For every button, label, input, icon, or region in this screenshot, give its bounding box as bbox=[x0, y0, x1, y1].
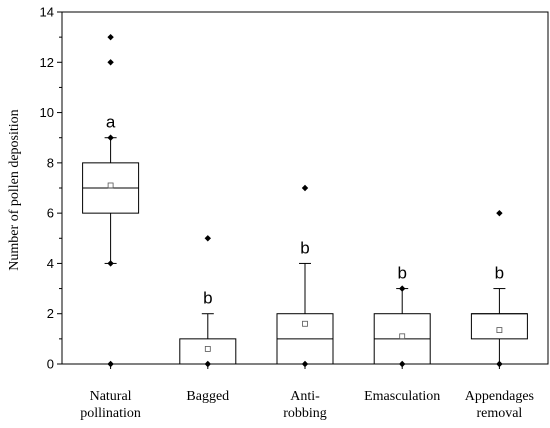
y-tick-label: 8 bbox=[47, 155, 54, 170]
outlier-point bbox=[107, 59, 114, 66]
outlier-point bbox=[399, 360, 406, 368]
outlier-point bbox=[204, 235, 211, 242]
x-category-label: Emasculation bbox=[364, 389, 440, 404]
plot-area: 0 2 4 6 8 10 12 14 a Natural pollination b Bagged b An… bbox=[40, 5, 549, 421]
y-tick-label: 14 bbox=[40, 5, 54, 20]
x-category-label: Bagged bbox=[186, 389, 229, 404]
x-category-label: Anti- bbox=[290, 389, 320, 404]
outlier-point bbox=[399, 285, 406, 292]
box bbox=[470, 313, 528, 340]
significance-label: a bbox=[106, 113, 116, 132]
x-category-label: Natural bbox=[90, 389, 132, 404]
outlier-point bbox=[107, 134, 114, 141]
mean-marker bbox=[399, 333, 406, 340]
significance-label: b bbox=[203, 289, 212, 308]
y-tick-label: 12 bbox=[40, 55, 54, 70]
outlier-point bbox=[107, 260, 114, 267]
significance-label: b bbox=[300, 238, 309, 257]
y-tick-label: 2 bbox=[47, 306, 54, 321]
y-tick-label: 10 bbox=[40, 105, 54, 120]
outlier-point bbox=[107, 360, 114, 368]
x-category-label: removal bbox=[476, 406, 522, 421]
y-tick-label: 6 bbox=[47, 206, 54, 221]
mean-marker bbox=[204, 346, 211, 352]
y-axis-label: Number of pollen deposition bbox=[7, 109, 22, 270]
outlier-point bbox=[204, 360, 211, 368]
y-tick-label: 4 bbox=[47, 256, 54, 271]
mean-marker bbox=[302, 320, 308, 327]
significance-label: b bbox=[495, 264, 504, 283]
x-category-label: Appendages bbox=[465, 389, 534, 404]
mean-marker bbox=[107, 182, 114, 189]
mean-marker bbox=[496, 327, 503, 333]
outlier-point bbox=[107, 33, 114, 41]
outlier-point bbox=[301, 184, 309, 192]
y-tick-label: 0 bbox=[47, 357, 54, 372]
x-category-label: pollination bbox=[80, 406, 141, 421]
x-category-label: robbing bbox=[283, 406, 327, 421]
outlier-point bbox=[496, 209, 503, 217]
outlier-point bbox=[496, 360, 503, 368]
significance-label: b bbox=[397, 264, 406, 283]
outlier-point bbox=[301, 360, 309, 368]
